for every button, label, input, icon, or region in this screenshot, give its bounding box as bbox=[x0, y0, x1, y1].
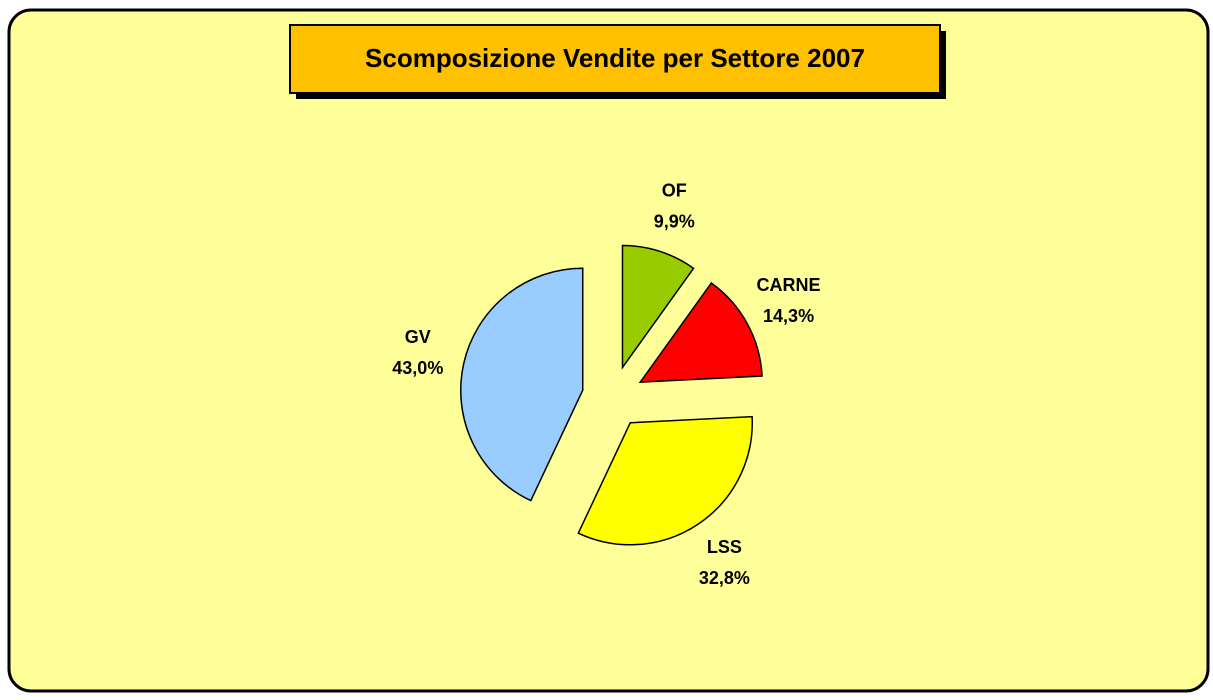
slice-label: GV bbox=[405, 327, 431, 347]
title-box bbox=[289, 24, 941, 94]
slice-value-label: 9,9% bbox=[654, 211, 695, 231]
pie-slice bbox=[577, 415, 753, 546]
pie-slice bbox=[460, 267, 584, 502]
chart-area bbox=[7, 8, 1210, 693]
slice-value-label: 32,8% bbox=[699, 568, 750, 588]
slice-label: CARNE bbox=[757, 275, 821, 295]
pie-slice bbox=[621, 244, 695, 370]
pie-slice bbox=[638, 281, 763, 383]
slice-value-label: 14,3% bbox=[763, 306, 814, 326]
slice-label: LSS bbox=[707, 537, 742, 557]
chart-title: Scomposizione Vendite per Settore 2007 bbox=[365, 43, 865, 73]
slice-label: OF bbox=[662, 180, 687, 200]
slice-value-label: 43,0% bbox=[392, 358, 443, 378]
